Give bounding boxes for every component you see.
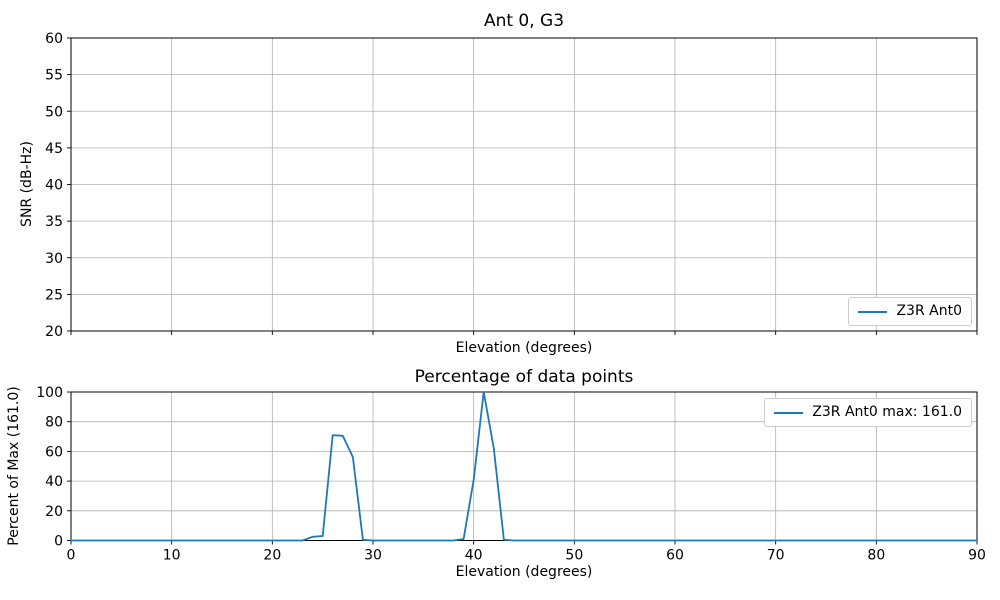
svg-text:80: 80 [45, 415, 63, 431]
svg-text:30: 30 [364, 548, 382, 564]
svg-text:70: 70 [767, 548, 785, 564]
svg-text:25: 25 [45, 287, 63, 303]
svg-text:0: 0 [54, 534, 63, 550]
bottom-chart-title: Percentage of data points [414, 367, 634, 387]
legend-label: Z3R Ant0 [896, 303, 962, 319]
svg-text:90: 90 [968, 548, 986, 564]
svg-text:45: 45 [45, 141, 63, 157]
svg-text:0: 0 [67, 548, 76, 564]
svg-text:40: 40 [45, 178, 63, 194]
data-line-Z3R Ant0 max: 161.0 [70, 391, 978, 542]
svg-text:100: 100 [36, 385, 63, 401]
legend-line-swatch [858, 310, 888, 313]
svg-text:20: 20 [263, 548, 281, 564]
svg-text:60: 60 [45, 444, 63, 460]
bottom-chart-legend: Z3R Ant0 max: 161.0 [764, 398, 972, 427]
svg-text:20: 20 [45, 324, 63, 340]
top-chart-ylabel: SNR (dB-Hz) [19, 141, 35, 227]
svg-text:55: 55 [45, 68, 63, 84]
svg-text:35: 35 [45, 214, 63, 230]
bottom-chart-ylabel: Percent of Max (161.0) [6, 386, 22, 546]
legend-label: Z3R Ant0 max: 161.0 [812, 404, 962, 420]
svg-text:40: 40 [465, 548, 483, 564]
svg-text:60: 60 [45, 31, 63, 47]
svg-text:80: 80 [867, 548, 885, 564]
svg-text:50: 50 [45, 104, 63, 120]
top-chart-title: Ant 0, G3 [483, 11, 565, 31]
svg-text:60: 60 [666, 548, 684, 564]
top-chart-xlabel: Elevation (degrees) [455, 340, 593, 356]
svg-text:50: 50 [565, 548, 583, 564]
svg-text:10: 10 [163, 548, 181, 564]
legend-line-swatch [774, 411, 804, 414]
bottom-chart-xlabel: Elevation (degrees) [455, 564, 593, 580]
top-chart-legend: Z3R Ant0 [848, 297, 972, 326]
svg-text:40: 40 [45, 474, 63, 490]
svg-text:30: 30 [45, 251, 63, 267]
svg-text:20: 20 [45, 504, 63, 520]
